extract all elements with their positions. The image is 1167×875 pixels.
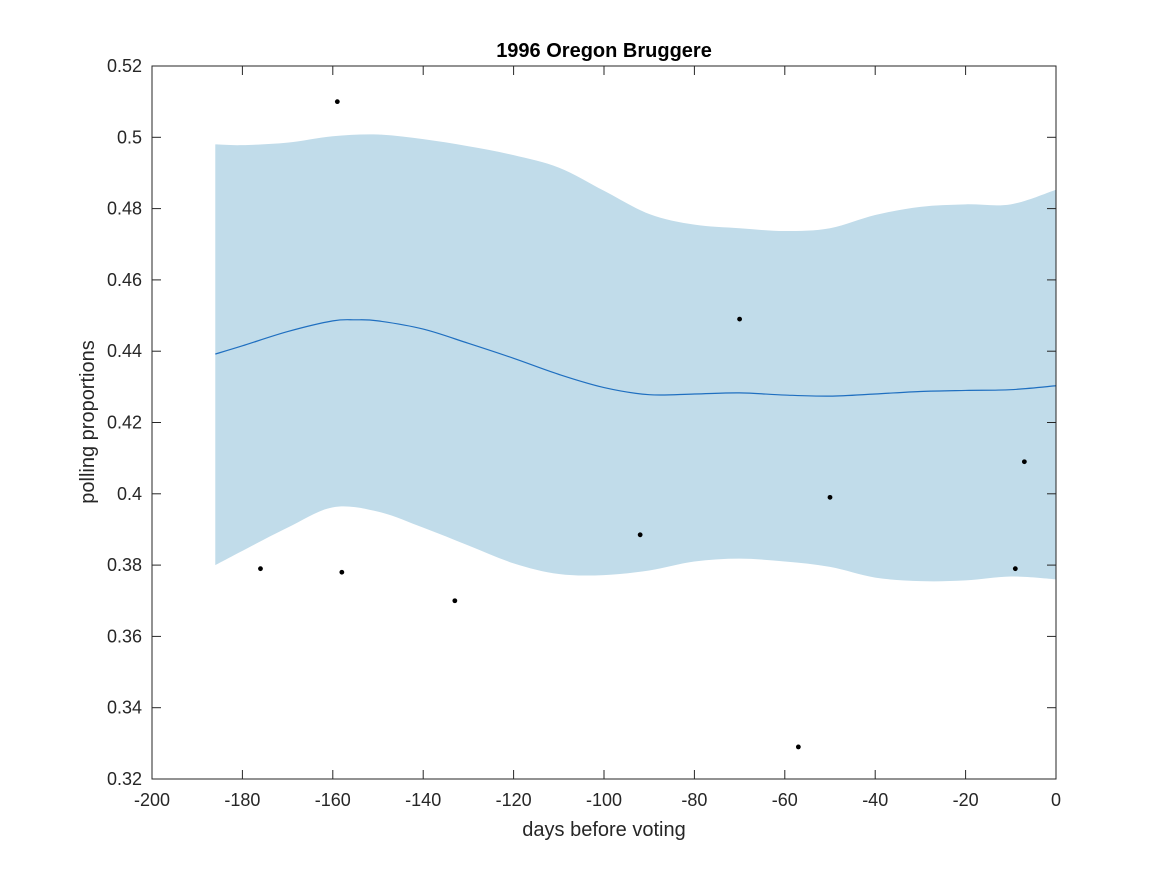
poll-point [452, 598, 458, 604]
y-axis-label: polling proportions [77, 340, 99, 503]
y-tick-label: 0.5 [117, 127, 142, 147]
poll-point [258, 566, 263, 572]
x-tick-label: 0 [1051, 790, 1061, 810]
confidence-band-layer [215, 134, 1056, 582]
y-tick-label: 0.52 [107, 56, 142, 76]
poll-point [827, 494, 833, 500]
poll-point [1021, 459, 1027, 465]
y-tick-label: 0.4 [117, 484, 142, 504]
x-tick-label: -140 [405, 790, 441, 810]
x-axis-label: days before voting [522, 819, 685, 841]
poll-points-layer [258, 99, 1027, 750]
y-tick-label: 0.34 [107, 698, 142, 718]
y-tick-label: 0.46 [107, 270, 142, 290]
x-tick-label: -80 [681, 790, 707, 810]
y-tick-label: 0.32 [107, 769, 142, 789]
x-tick-label: -160 [315, 790, 351, 810]
x-tick-label: -100 [586, 790, 622, 810]
x-tick-label: -40 [862, 790, 888, 810]
y-tick-label: 0.38 [107, 555, 142, 575]
trend-line-layer [215, 319, 1057, 397]
confidence-band [215, 134, 1056, 582]
trend-line [215, 319, 1057, 397]
poll-point [334, 99, 340, 105]
chart-title: 1996 Oregon Bruggere [496, 40, 712, 62]
ticks-layer: -200 -180 -160 -140 -120 -100 -80 -60 -40 -20 00.3… [107, 56, 1061, 810]
poll-point [795, 744, 801, 750]
y-tick-label: 0.48 [107, 199, 142, 219]
y-tick-label: 0.44 [107, 341, 142, 361]
x-tick-label: -200 [134, 790, 170, 810]
poll-point [737, 316, 742, 322]
poll-point [637, 532, 643, 538]
x-tick-label: -180 [224, 790, 260, 810]
x-tick-label: -20 [953, 790, 979, 810]
y-tick-label: 0.36 [107, 626, 142, 646]
x-tick-label: -60 [772, 790, 798, 810]
poll-point [1012, 566, 1018, 572]
y-tick-label: 0.42 [107, 413, 142, 433]
poll-point [339, 569, 345, 575]
x-tick-label: -120 [496, 790, 532, 810]
